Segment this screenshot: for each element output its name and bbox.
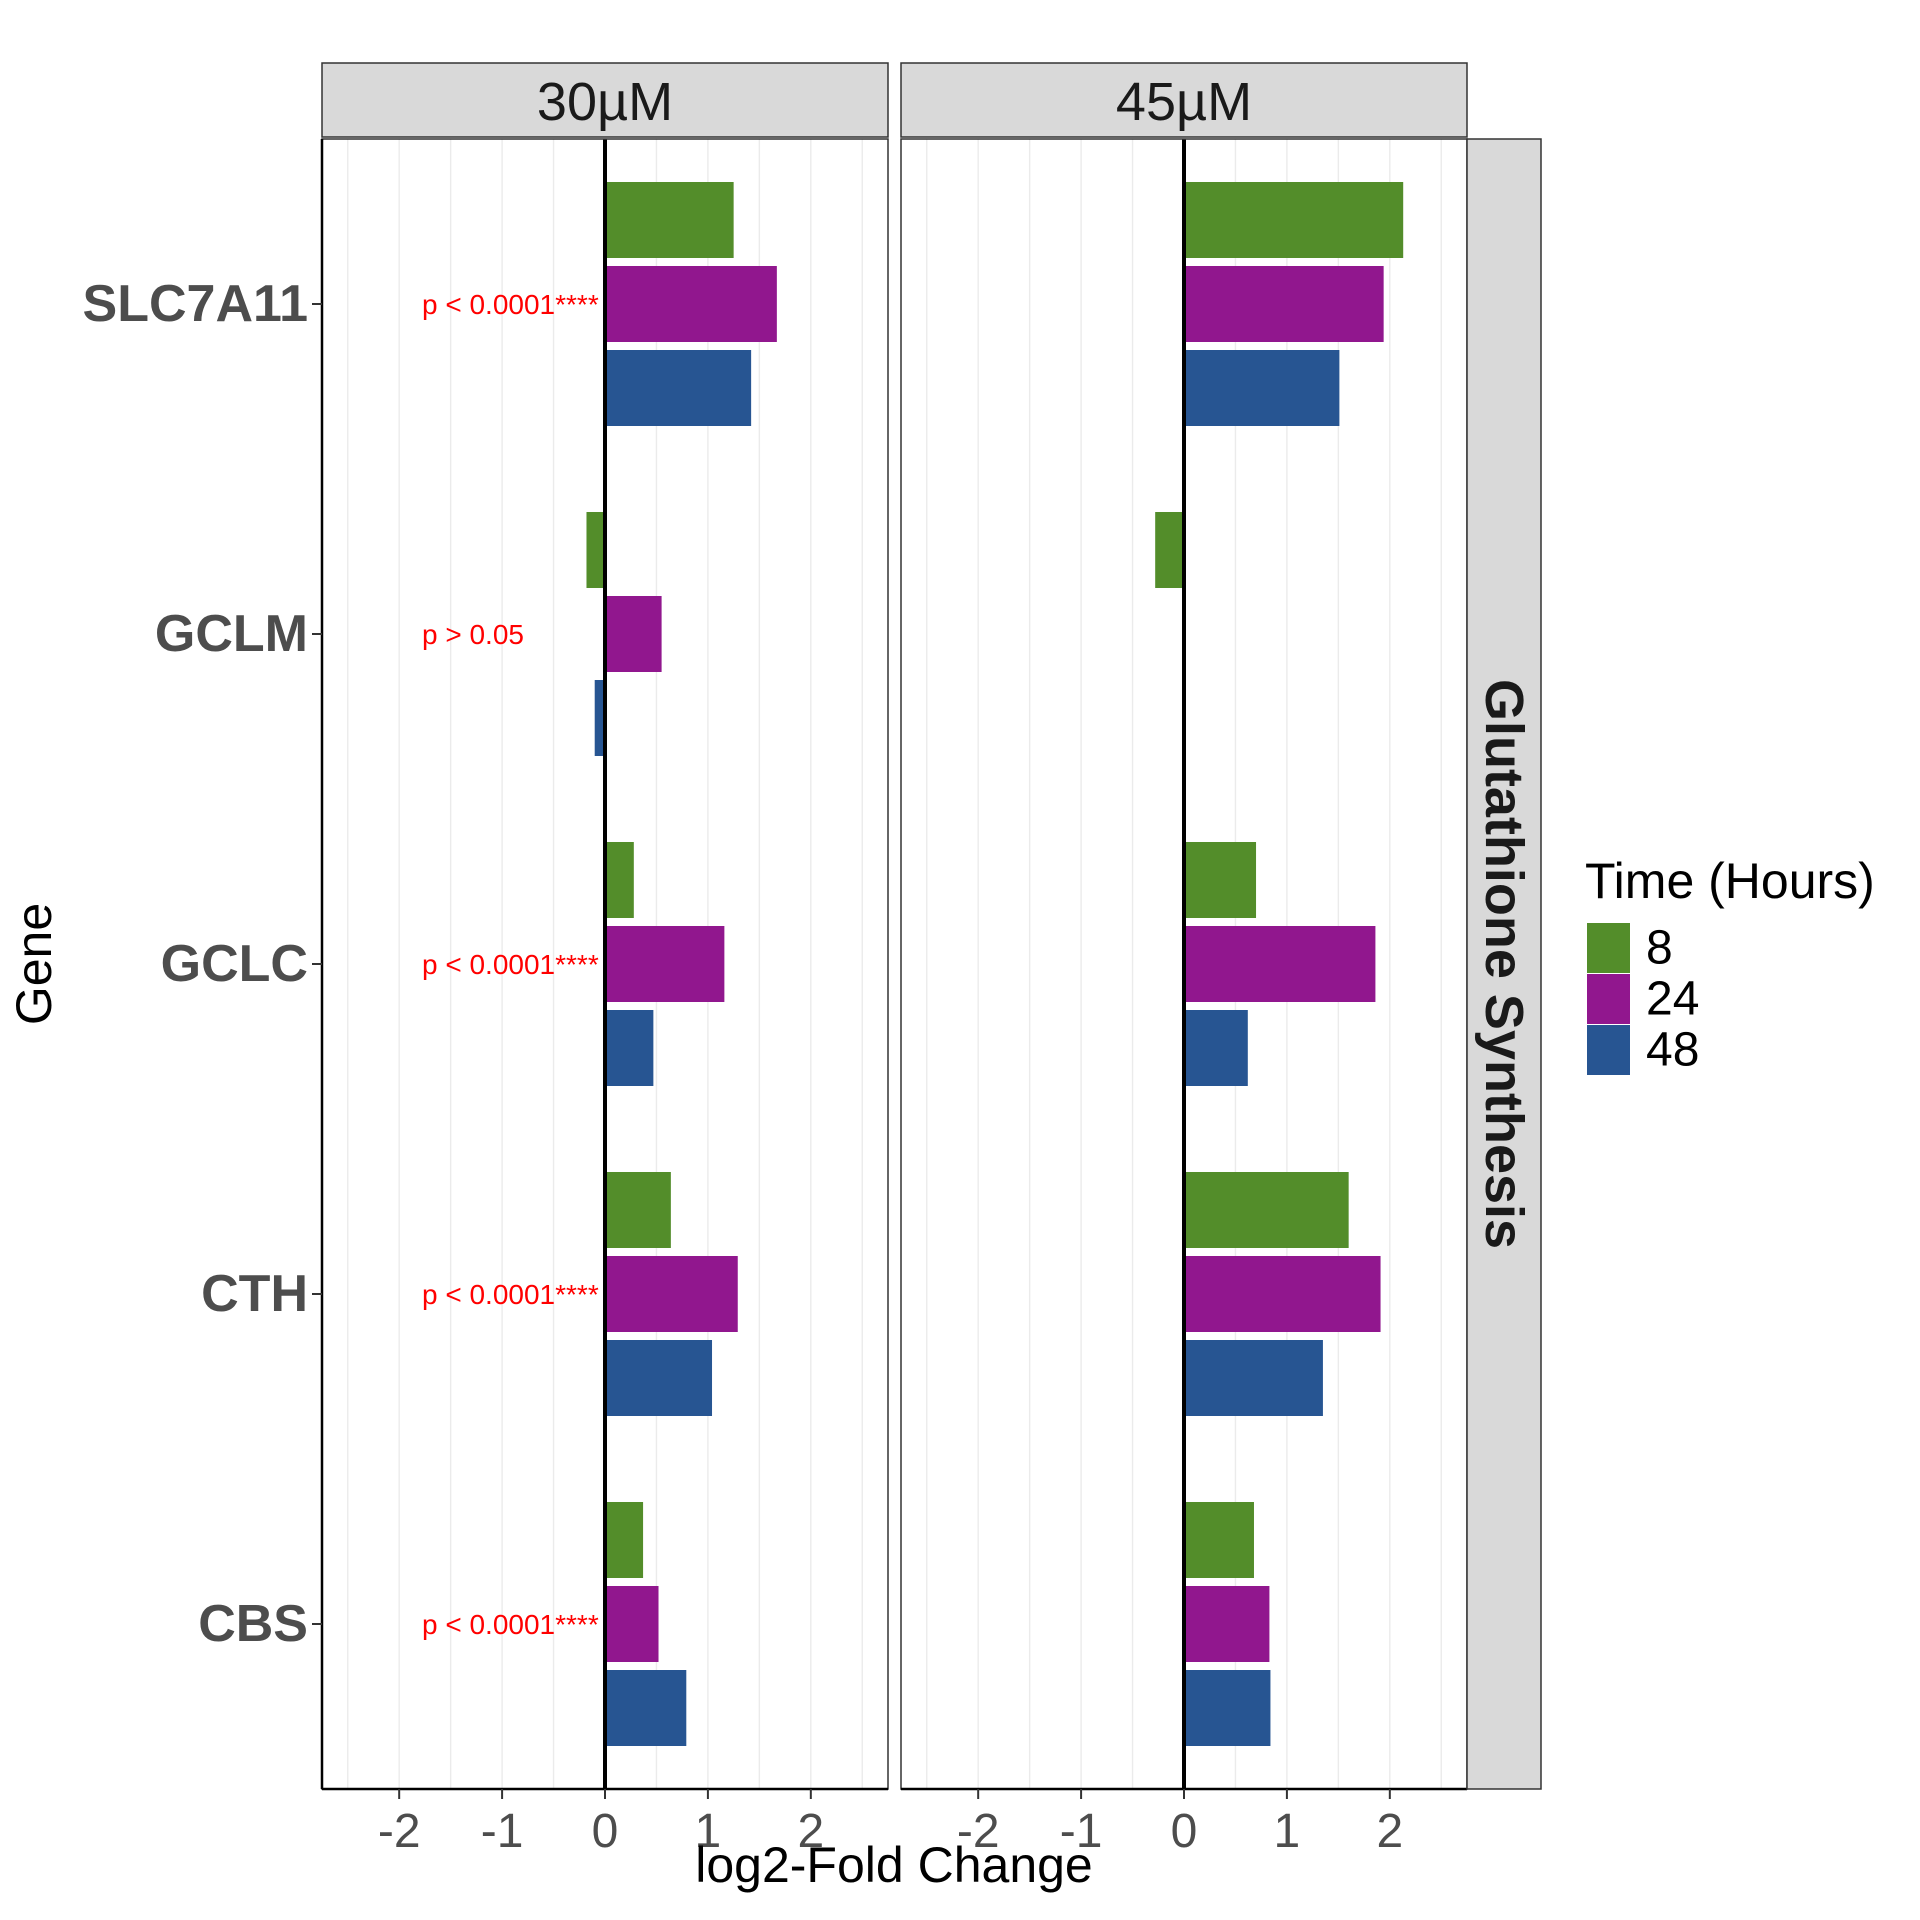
row-strip-label: Glutathione Synthesis	[1474, 679, 1534, 1249]
p-value-annotation: p < 0.0001****	[422, 289, 599, 320]
bar-gclc-24h	[1184, 926, 1376, 1002]
column-strip-background	[321, 62, 889, 138]
y-tick-label-cth: CTH	[201, 1265, 308, 1323]
legend-swatch-8	[1587, 923, 1630, 973]
bar-cbs-24h	[1184, 1586, 1270, 1662]
legend-swatch-48	[1587, 1025, 1630, 1075]
legend-label-8: 8	[1646, 922, 1673, 975]
bar-cbs-8h	[1184, 1502, 1254, 1578]
y-axis: SLC7A11 GCLM GCLC CTH CBS	[83, 275, 322, 1653]
bar-gclm-8h	[1155, 512, 1184, 588]
bar-gclc-48h	[1184, 1010, 1248, 1086]
x-axis-title: log2-Fold Change	[695, 1837, 1093, 1893]
bar-cth-8h	[605, 1172, 671, 1248]
bar-gclm-48h	[594, 680, 605, 756]
bar-gclm-8h	[586, 512, 605, 588]
bar-slc7a11-48h	[1184, 350, 1340, 426]
bar-cth-8h	[1184, 1172, 1349, 1248]
p-value-annotation: p < 0.0001****	[422, 1279, 599, 1310]
p-value-annotation: p < 0.0001****	[422, 1609, 599, 1640]
x-tick-label: -1	[1060, 1805, 1103, 1858]
panels-layer: 30µM p < 0.0001**** p > 0.05 p < 0.0001****…	[320, 62, 1468, 1858]
bar-slc7a11-8h	[605, 182, 734, 258]
y-axis-title: Gene	[6, 903, 62, 1025]
y-tick-label-slc7a11: SLC7A11	[83, 275, 308, 333]
row-strip-background	[1466, 138, 1542, 1790]
bar-gclc-8h	[605, 842, 634, 918]
legend-label-48: 48	[1646, 1024, 1699, 1077]
y-tick-label-gclc: GCLC	[161, 935, 308, 993]
panel-2: 45µM -2 -1 0 1 2	[900, 62, 1468, 1858]
bar-cbs-48h	[1184, 1670, 1271, 1746]
x-tick-label: 0	[1171, 1805, 1198, 1858]
x-tick-label: -1	[481, 1805, 524, 1858]
bar-cbs-8h	[605, 1502, 644, 1578]
y-tick-label-gclm: GCLM	[155, 605, 308, 663]
panel-1: 30µM p < 0.0001**** p > 0.05 p < 0.0001****…	[320, 62, 889, 1858]
bar-cbs-48h	[605, 1670, 687, 1746]
p-value-annotation: p < 0.0001****	[422, 949, 599, 980]
legend-label-24: 24	[1646, 973, 1699, 1026]
bar-slc7a11-48h	[605, 350, 752, 426]
x-tick-label: 1	[1274, 1805, 1301, 1858]
x-tick-label: 0	[592, 1805, 619, 1858]
bar-gclc-8h	[1184, 842, 1257, 918]
bar-cth-24h	[1184, 1256, 1381, 1332]
x-tick-label: 1	[695, 1805, 722, 1858]
row-strip: Glutathione Synthesis	[1466, 138, 1542, 1790]
bar-slc7a11-8h	[1184, 182, 1404, 258]
bar-cth-24h	[605, 1256, 738, 1332]
bar-gclc-48h	[605, 1010, 654, 1086]
column-strip-label: 45µM	[1116, 72, 1252, 132]
bar-cth-48h	[1184, 1340, 1323, 1416]
legend-title: Time (Hours)	[1585, 853, 1875, 909]
bar-cth-48h	[605, 1340, 713, 1416]
bar-gclc-24h	[605, 926, 725, 1002]
x-tick-label: -2	[957, 1805, 1000, 1858]
bar-cbs-24h	[605, 1586, 659, 1662]
column-strip-label: 30µM	[537, 72, 673, 132]
p-value-annotation: p > 0.05	[422, 619, 524, 650]
bar-gclm-24h	[605, 596, 662, 672]
x-tick-label: -2	[378, 1805, 421, 1858]
bar-slc7a11-24h	[1184, 266, 1384, 342]
x-tick-label: 2	[1376, 1805, 1403, 1858]
column-strip-background	[900, 62, 1468, 138]
x-tick-label: 2	[797, 1805, 824, 1858]
bar-slc7a11-24h	[605, 266, 777, 342]
y-tick-label-cbs: CBS	[198, 1595, 308, 1653]
legend-swatch-24	[1587, 974, 1630, 1024]
